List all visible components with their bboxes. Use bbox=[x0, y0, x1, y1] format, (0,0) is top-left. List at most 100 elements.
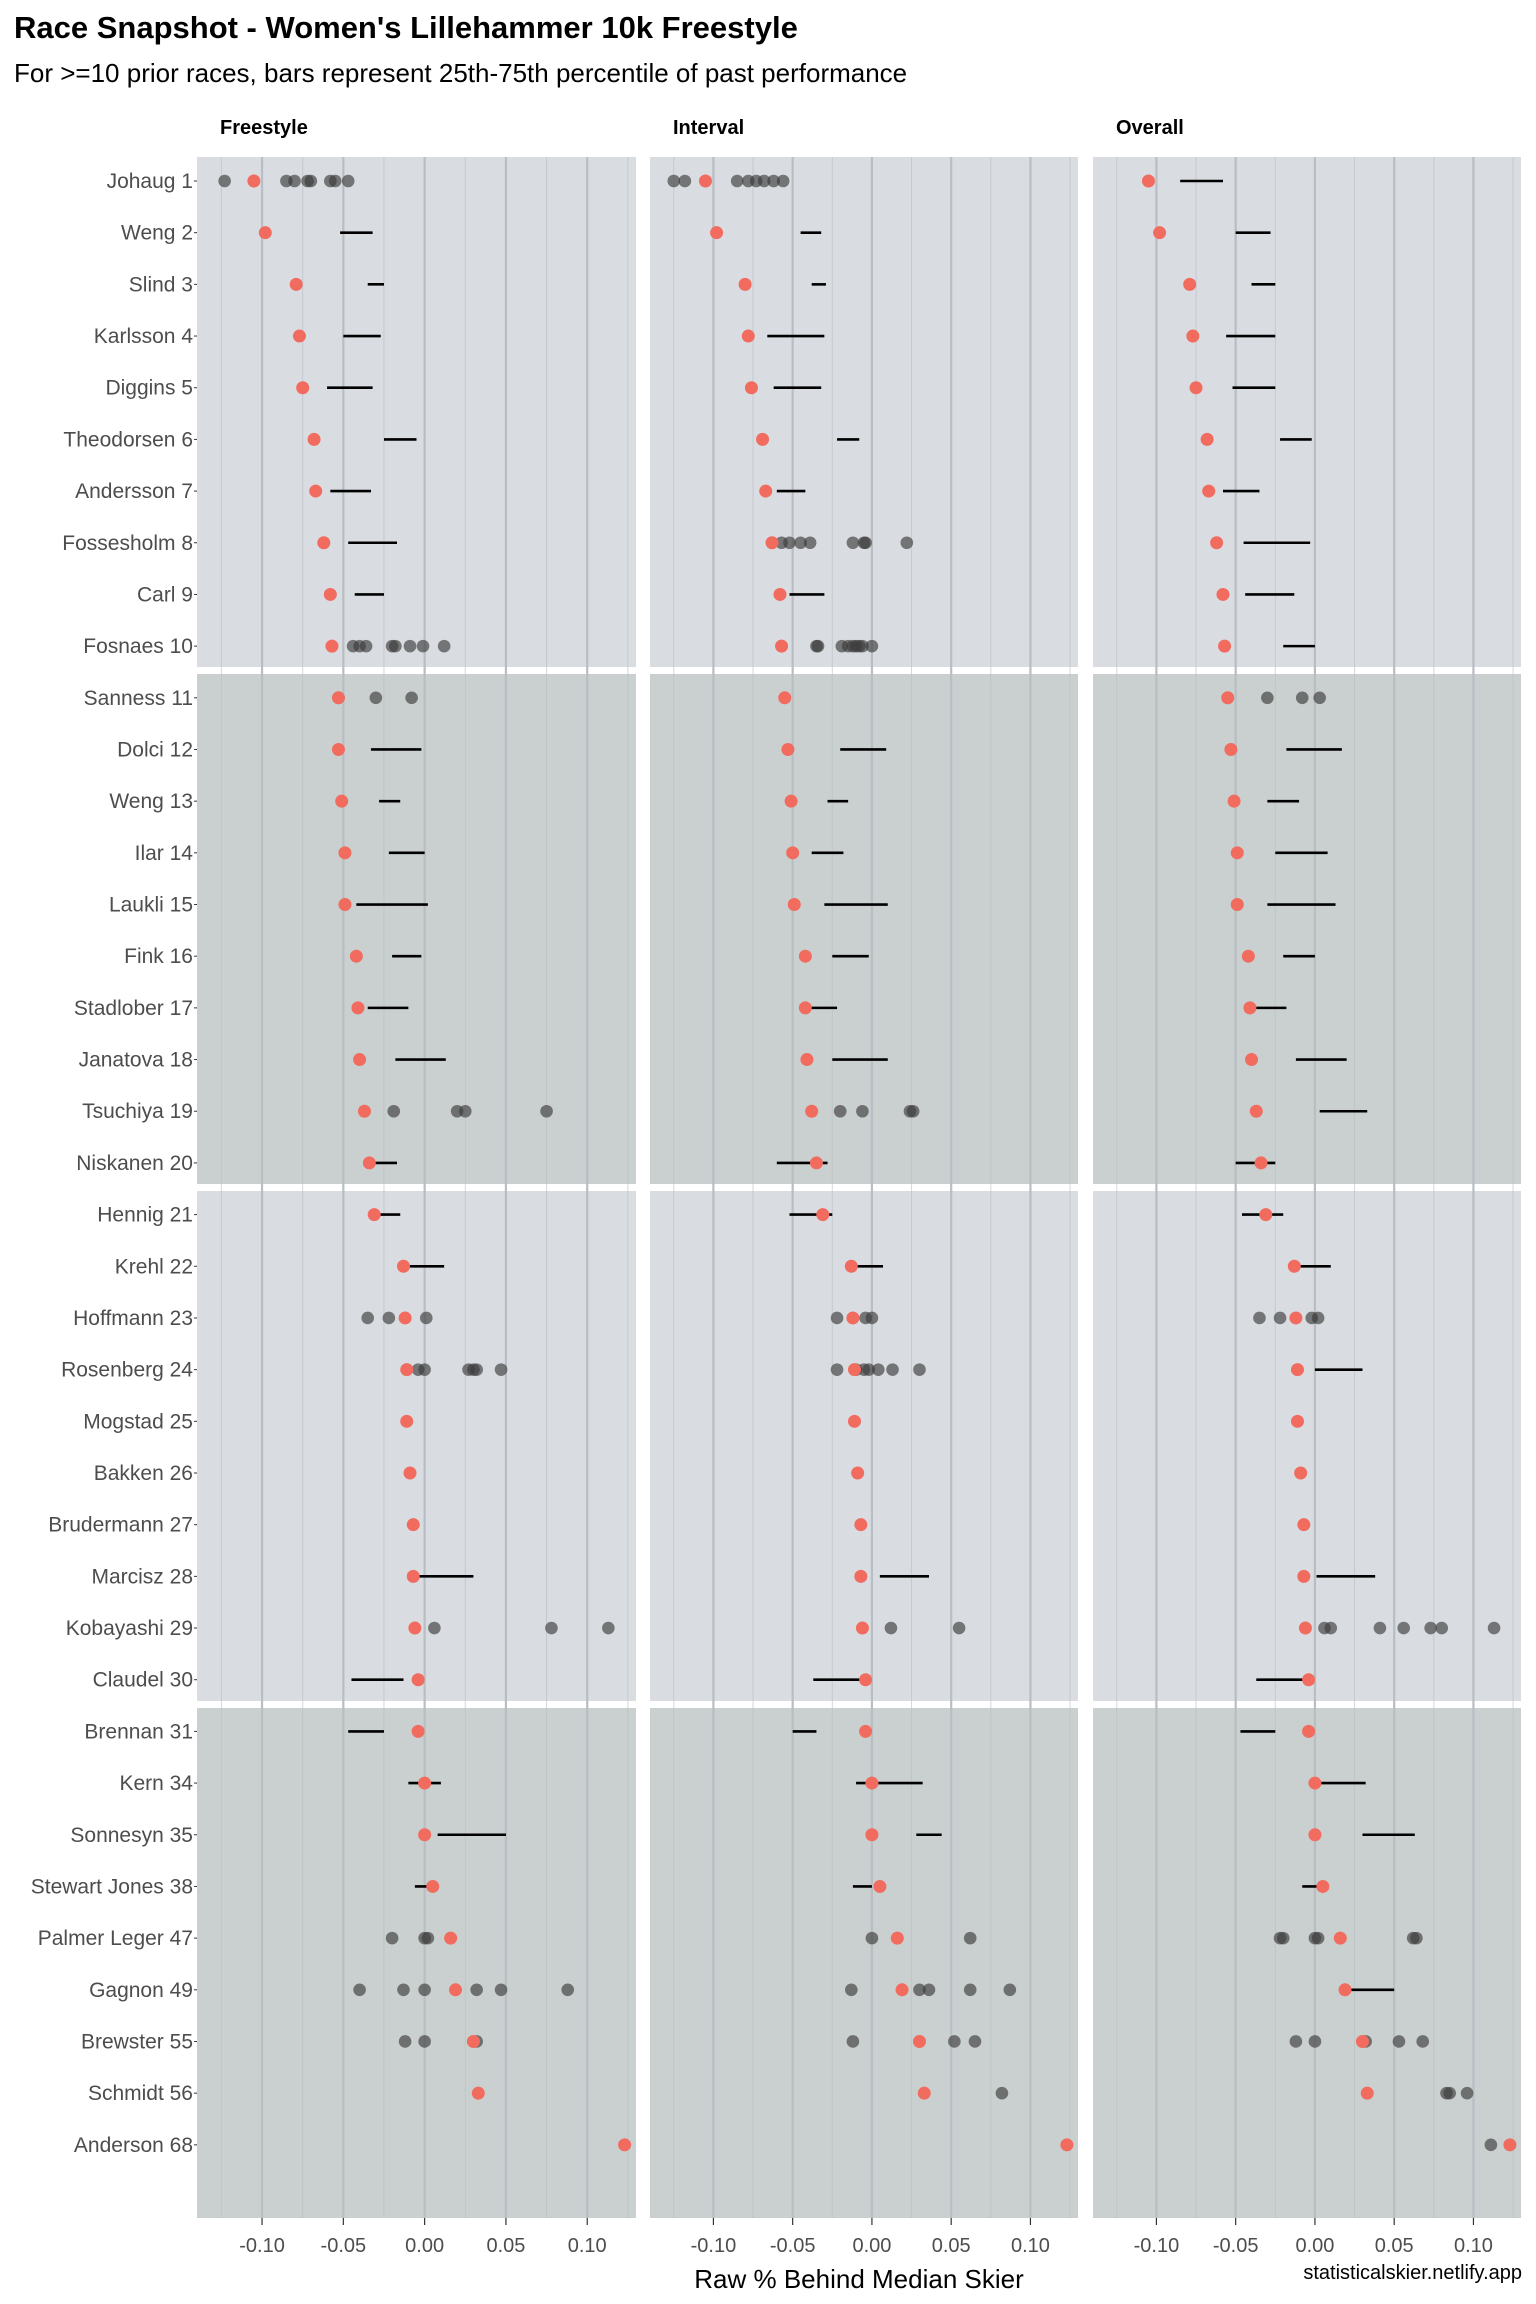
x-tick-label: 0.00 bbox=[405, 2235, 444, 2257]
past-race-point bbox=[865, 639, 879, 653]
current-race-point bbox=[362, 1156, 376, 1170]
past-race-point bbox=[794, 536, 807, 550]
past-race-point bbox=[1324, 1621, 1338, 1635]
current-race-point bbox=[444, 1931, 458, 1945]
skier-label: Bakken 26 bbox=[94, 1462, 193, 1485]
skier-label: Rosenberg 24 bbox=[61, 1359, 193, 1382]
past-race-point bbox=[922, 1983, 936, 1997]
skier-label: Dolci 12 bbox=[117, 738, 193, 761]
skier-label: Fink 16 bbox=[124, 945, 193, 968]
current-race-point bbox=[1183, 277, 1197, 291]
past-race-point bbox=[859, 536, 872, 550]
current-race-point bbox=[1289, 1311, 1303, 1325]
past-race-point bbox=[341, 174, 355, 188]
current-race-point bbox=[1298, 1621, 1312, 1635]
past-race-point bbox=[830, 1311, 844, 1325]
current-race-point bbox=[296, 381, 310, 395]
skier-label: Claudel 30 bbox=[93, 1669, 193, 1692]
past-race-point bbox=[871, 1363, 885, 1376]
skier-label: Theodorsen 6 bbox=[63, 428, 193, 451]
past-race-point bbox=[846, 2035, 860, 2048]
past-race-point bbox=[963, 1983, 977, 1997]
current-race-point bbox=[1308, 1776, 1322, 1790]
current-race-point bbox=[865, 1828, 879, 1842]
past-race-point bbox=[540, 1104, 553, 1118]
current-race-point bbox=[1290, 1363, 1304, 1377]
past-race-point bbox=[995, 2086, 1009, 2100]
skier-label: Weng 13 bbox=[109, 790, 193, 813]
skier-label: Brudermann 27 bbox=[48, 1514, 193, 1537]
skier-label: Brennan 31 bbox=[84, 1720, 193, 1743]
current-race-point bbox=[710, 226, 724, 240]
past-race-point bbox=[382, 1311, 396, 1325]
current-race-point bbox=[317, 536, 331, 550]
skier-label: Weng 2 bbox=[121, 222, 193, 245]
past-race-point bbox=[1373, 1621, 1387, 1635]
current-race-point bbox=[338, 846, 352, 860]
past-race-point bbox=[1484, 2138, 1498, 2152]
past-race-point bbox=[856, 639, 869, 653]
current-race-point bbox=[400, 1363, 414, 1377]
past-race-point bbox=[845, 1983, 858, 1997]
skier-label: Fosnaes 10 bbox=[83, 635, 193, 658]
past-race-point bbox=[862, 1363, 876, 1376]
panel-background bbox=[197, 1708, 636, 2218]
current-race-point bbox=[349, 949, 363, 963]
current-race-point bbox=[865, 1776, 879, 1790]
current-race-point bbox=[759, 484, 773, 498]
current-race-point bbox=[449, 1983, 463, 1997]
past-race-point bbox=[470, 1983, 483, 1997]
past-race-point bbox=[952, 1621, 966, 1635]
skier-label: Mogstad 25 bbox=[83, 1410, 193, 1433]
panel-background bbox=[1093, 1191, 1521, 1701]
current-race-point bbox=[1360, 2086, 1374, 2100]
current-race-point bbox=[1302, 1673, 1316, 1687]
current-race-point bbox=[1200, 432, 1214, 446]
current-race-point bbox=[851, 1466, 865, 1480]
current-race-point bbox=[418, 1828, 432, 1842]
current-race-point bbox=[418, 1776, 432, 1790]
past-race-point bbox=[288, 174, 301, 188]
past-race-point bbox=[667, 174, 681, 188]
past-race-point bbox=[369, 691, 383, 705]
past-race-point bbox=[913, 1983, 926, 1997]
current-race-point bbox=[398, 1311, 412, 1325]
current-race-point bbox=[873, 1879, 887, 1893]
current-race-point bbox=[698, 174, 712, 188]
current-race-point bbox=[247, 174, 261, 188]
current-race-point bbox=[331, 742, 345, 756]
panel-background bbox=[1093, 157, 1521, 667]
current-race-point bbox=[1153, 226, 1167, 240]
current-race-point bbox=[1224, 742, 1238, 756]
skier-label: Laukli 15 bbox=[109, 894, 193, 917]
current-race-point bbox=[844, 1259, 858, 1273]
past-race-point bbox=[416, 639, 430, 653]
panel-background bbox=[197, 1191, 636, 1701]
past-race-point bbox=[328, 174, 342, 188]
current-race-point bbox=[309, 484, 323, 498]
skier-label: Janatova 18 bbox=[79, 1049, 193, 1072]
current-race-point bbox=[1230, 898, 1244, 912]
panel-background bbox=[1093, 674, 1521, 1184]
skier-label: Stadlober 17 bbox=[74, 997, 193, 1020]
current-race-point bbox=[800, 1053, 814, 1067]
past-race-point bbox=[437, 639, 451, 653]
skier-label: Tsuchiya 19 bbox=[82, 1100, 193, 1123]
current-race-point bbox=[403, 1466, 417, 1480]
past-race-point bbox=[783, 536, 796, 550]
skier-label: Andersson 7 bbox=[75, 480, 193, 503]
skier-label: Stewart Jones 38 bbox=[31, 1875, 193, 1898]
current-race-point bbox=[258, 226, 272, 240]
current-race-point bbox=[890, 1931, 904, 1945]
current-race-point bbox=[805, 1104, 819, 1118]
x-tick-label: 0.05 bbox=[486, 2235, 525, 2257]
past-race-point bbox=[418, 1983, 431, 1997]
skier-label: Marcisz 28 bbox=[91, 1565, 193, 1588]
skier-label: Carl 9 bbox=[137, 583, 193, 606]
skier-label: Karlsson 4 bbox=[94, 325, 194, 348]
current-race-point bbox=[1186, 329, 1200, 343]
past-race-point bbox=[906, 1104, 920, 1118]
facet-label: Interval bbox=[673, 117, 744, 139]
past-race-point bbox=[948, 2035, 961, 2048]
past-race-point bbox=[811, 639, 825, 653]
